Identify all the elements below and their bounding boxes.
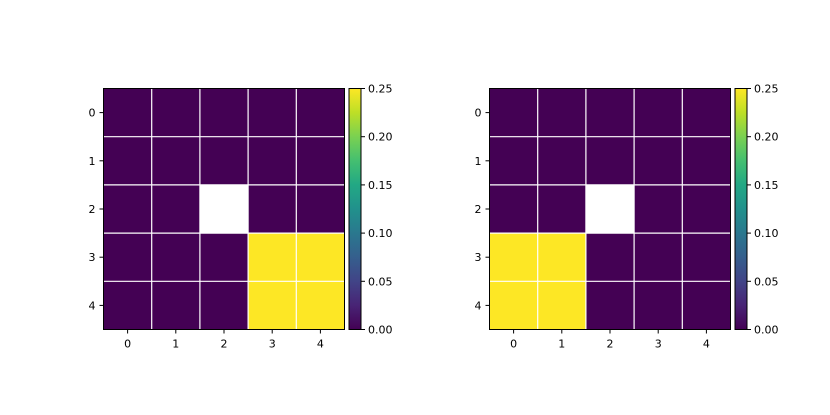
colorbar-tick-label: 0.00 <box>368 324 393 337</box>
x-tick-label: 2 <box>607 338 614 351</box>
colorbar-tick-label: 0.20 <box>754 131 779 144</box>
heatmap-cell-right-r0-c1 <box>537 88 586 137</box>
heatmap-cell-right-r2-c2 <box>585 184 635 234</box>
colorbar-tick-label: 0.25 <box>754 83 779 96</box>
heatmap-cell-left-r2-c2 <box>199 184 249 234</box>
colorbar-right <box>734 88 748 330</box>
colorbar-tick-label: 0.25 <box>368 83 393 96</box>
y-tick-label: 3 <box>475 251 482 264</box>
y-tick-label: 2 <box>475 203 482 216</box>
y-tick-label: 1 <box>475 155 482 168</box>
colorbar-tick-label: 0.10 <box>754 227 779 240</box>
heatmap-cell-right-r3-c4 <box>682 233 731 282</box>
heatmap-cell-left-r4-c2 <box>199 281 249 330</box>
x-tick-label: 0 <box>510 338 517 351</box>
heatmap-cell-left-r2-c0 <box>103 184 152 234</box>
y-tick-label: 0 <box>89 107 96 120</box>
heatmap-cell-left-r4-c0 <box>103 281 152 330</box>
heatmap-cell-left-r2-c3 <box>248 184 297 234</box>
colorbar-tick-label: 0.00 <box>754 324 779 337</box>
heatmap-cell-right-r4-c0 <box>489 281 538 330</box>
heatmap-cell-right-r2-c0 <box>489 184 538 234</box>
heatmap-cell-right-r1-c3 <box>634 136 683 185</box>
y-tick-label: 4 <box>475 299 482 312</box>
heatmap-panel-left: 0 1 2 3 4 0 1 2 3 4 0.00 0.05 0.10 0.15 0.20 0.25 <box>89 83 393 351</box>
heatmap-cell-right-r4-c3 <box>634 281 683 330</box>
heatmap-panel-right: 0 1 2 3 4 0 1 2 3 4 0.00 0.05 0.10 0.15 0.20 0.25 <box>475 83 779 351</box>
heatmap-cell-left-r3-c2 <box>199 233 249 282</box>
heatmap-cell-left-r0-c2 <box>199 88 249 137</box>
x-tick-label: 1 <box>558 338 565 351</box>
heatmap-cell-right-r2-c1 <box>537 184 586 234</box>
heatmap-cell-left-r1-c1 <box>151 136 200 185</box>
heatmap-cell-left-r0-c3 <box>248 88 297 137</box>
heatmap-cell-left-r1-c0 <box>103 136 152 185</box>
colorbar-tick-label: 0.10 <box>368 227 393 240</box>
heatmap-cell-left-r2-c1 <box>151 184 200 234</box>
heatmap-cell-left-r3-c3 <box>248 233 297 282</box>
y-tick-label: 0 <box>475 107 482 120</box>
heatmap-cell-right-r1-c0 <box>489 136 538 185</box>
heatmap-cell-right-r0-c2 <box>585 88 635 137</box>
colorbar-tick-label: 0.15 <box>754 179 779 192</box>
x-tick-label: 1 <box>172 338 179 351</box>
heatmap-cell-right-r4-c4 <box>682 281 731 330</box>
colorbar-tick-label: 0.15 <box>368 179 393 192</box>
heatmap-cell-left-r3-c1 <box>151 233 200 282</box>
x-tick-label: 2 <box>221 338 228 351</box>
y-tick-label: 2 <box>89 203 96 216</box>
heatmap-cell-left-r1-c3 <box>248 136 297 185</box>
x-tick-label: 3 <box>269 338 276 351</box>
heatmap-cell-right-r3-c1 <box>537 233 586 282</box>
heatmap-cell-left-r0-c4 <box>296 88 345 137</box>
heatmap-cell-left-r2-c4 <box>296 184 345 234</box>
heatmap-cell-left-r4-c1 <box>151 281 200 330</box>
heatmap-cell-right-r1-c1 <box>537 136 586 185</box>
heatmap-cell-right-r4-c1 <box>537 281 586 330</box>
heatmap-cell-right-r3-c2 <box>585 233 635 282</box>
heatmap-cell-right-r0-c0 <box>489 88 538 137</box>
heatmap-cell-right-r3-c3 <box>634 233 683 282</box>
heatmap-cell-right-r1-c4 <box>682 136 731 185</box>
heatmap-cell-left-r0-c0 <box>103 88 152 137</box>
heatmap-cell-right-r3-c0 <box>489 233 538 282</box>
heatmap-cell-left-r0-c1 <box>151 88 200 137</box>
heatmap-cell-right-r4-c2 <box>585 281 635 330</box>
colorbar-tick-label: 0.05 <box>754 275 779 288</box>
heatmap-cell-left-r1-c4 <box>296 136 345 185</box>
heatmap-cell-right-r2-c4 <box>682 184 731 234</box>
colorbar-left <box>348 88 362 330</box>
y-tick-label: 3 <box>89 251 96 264</box>
y-tick-label: 4 <box>89 299 96 312</box>
heatmap-cell-left-r4-c4 <box>296 281 345 330</box>
heatmap-cell-right-r0-c4 <box>682 88 731 137</box>
heatmap-cell-right-r2-c3 <box>634 184 683 234</box>
heatmap-cell-left-r4-c3 <box>248 281 297 330</box>
x-tick-label: 4 <box>703 338 710 351</box>
x-tick-label: 4 <box>317 338 324 351</box>
heatmap-cell-right-r0-c3 <box>634 88 683 137</box>
x-tick-label: 3 <box>655 338 662 351</box>
x-tick-label: 0 <box>124 338 131 351</box>
heatmap-cell-right-r1-c2 <box>585 136 635 185</box>
y-tick-label: 1 <box>89 155 96 168</box>
heatmap-cell-left-r1-c2 <box>199 136 249 185</box>
colorbar-tick-label: 0.05 <box>368 275 393 288</box>
heatmap-cell-left-r3-c0 <box>103 233 152 282</box>
colorbar-tick-label: 0.20 <box>368 131 393 144</box>
heatmap-cell-left-r3-c4 <box>296 233 345 282</box>
